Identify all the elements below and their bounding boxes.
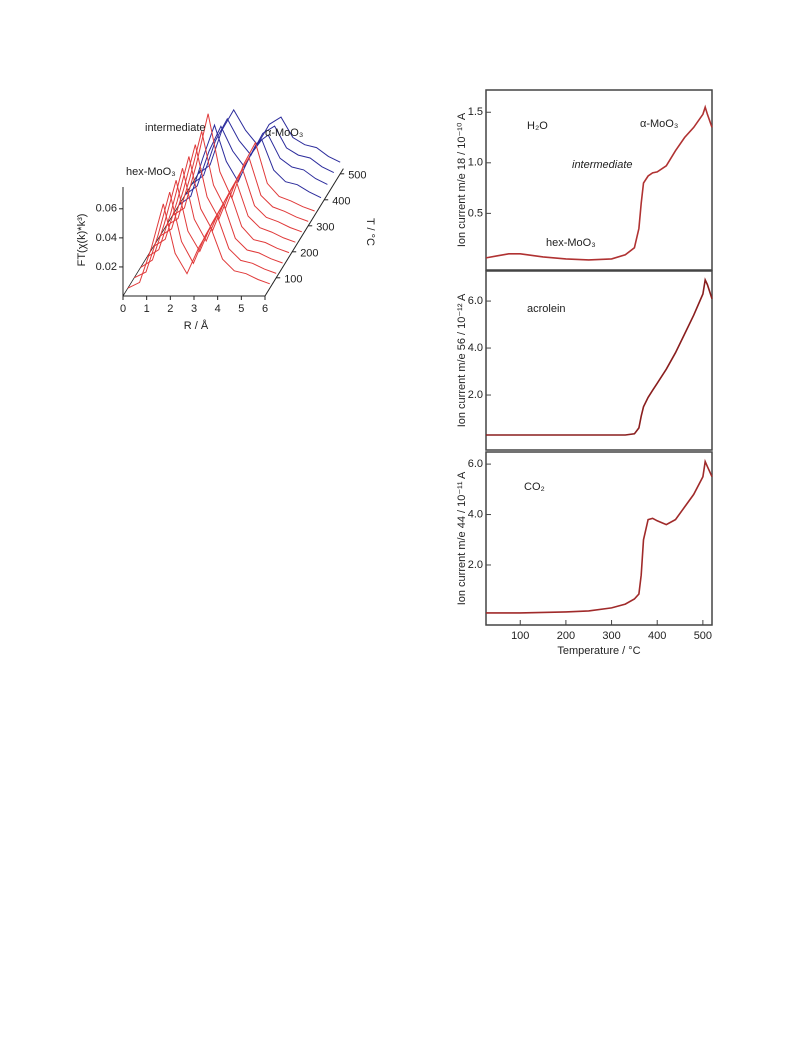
x-axis-label: R / Å	[184, 319, 209, 332]
y-tick-label: 0.06	[96, 203, 117, 215]
x-tick-label: 4	[215, 303, 221, 315]
x-tick-label: 6	[262, 303, 268, 315]
y-axis-label: Ion current m/e 18 / 10⁻¹⁰ A	[456, 112, 468, 247]
y-tick-label: 0.02	[96, 261, 117, 273]
x-tick-label: 0	[120, 303, 126, 315]
spectrum-line	[191, 117, 335, 185]
z-tick-label: 300	[316, 222, 334, 234]
annotation: acrolein	[527, 303, 566, 315]
y-tick-label: 4.0	[468, 342, 483, 354]
depth-guide	[122, 168, 202, 297]
x-tick-label: 3	[191, 303, 197, 315]
y-axis-label: FT(χ(k)*k³)	[76, 214, 88, 267]
y-tick-label: 6.0	[468, 295, 483, 307]
y-tick-label: 0.5	[468, 207, 483, 219]
y-axis-label: Ion current m/e 44 / 10⁻¹¹ A	[456, 471, 468, 605]
spectrum-line	[197, 108, 341, 175]
z-tick-label: 200	[300, 248, 318, 260]
y-tick-label: 1.0	[468, 157, 483, 169]
annotation: α-MoO₃	[640, 118, 678, 130]
x-axis-label: Temperature / °C	[557, 645, 640, 657]
z-tick-label: 400	[332, 196, 350, 208]
data-line	[485, 104, 713, 261]
z-axis-label: T / °C	[364, 218, 376, 246]
y-tick-label: 2.0	[468, 389, 483, 401]
y-tick-label: 6.0	[468, 458, 483, 470]
x-tick-label: 100	[511, 630, 529, 642]
annotation: H₂O	[527, 120, 548, 132]
annotation: intermediate	[572, 159, 633, 171]
annotation: α-MoO₃	[265, 127, 303, 139]
plot-frame	[485, 270, 713, 451]
z-tick-label: 100	[284, 274, 302, 286]
x-tick-label: 1	[144, 303, 150, 315]
y-tick-label: 0.04	[96, 232, 117, 244]
spectrum-line	[127, 203, 270, 289]
y-tick-label: 2.0	[468, 559, 483, 571]
z-axis	[264, 168, 344, 297]
data-line	[486, 458, 713, 614]
z-tick-label: 500	[348, 170, 366, 182]
plot-frame	[485, 451, 713, 626]
x-tick-label: 500	[694, 630, 712, 642]
annotation: hex-MoO₃	[126, 166, 176, 178]
spectrum-line	[172, 113, 315, 216]
spectrum-line	[185, 125, 328, 196]
x-tick-label: 2	[167, 303, 173, 315]
annotation: intermediate	[145, 122, 206, 134]
x-tick-label: 300	[602, 630, 620, 642]
y-axis-label: Ion current m/e 56 / 10⁻¹² A	[456, 293, 468, 427]
x-tick-label: 400	[648, 630, 666, 642]
annotation: CO₂	[524, 481, 545, 493]
data-line	[486, 277, 713, 436]
plot-frame	[485, 89, 713, 271]
y-tick-label: 1.5	[468, 106, 483, 118]
x-tick-label: 200	[557, 630, 575, 642]
spectrum-line	[178, 123, 322, 206]
x-tick-label: 5	[238, 303, 244, 315]
y-tick-label: 4.0	[468, 508, 483, 520]
annotation: hex-MoO₃	[546, 237, 596, 249]
